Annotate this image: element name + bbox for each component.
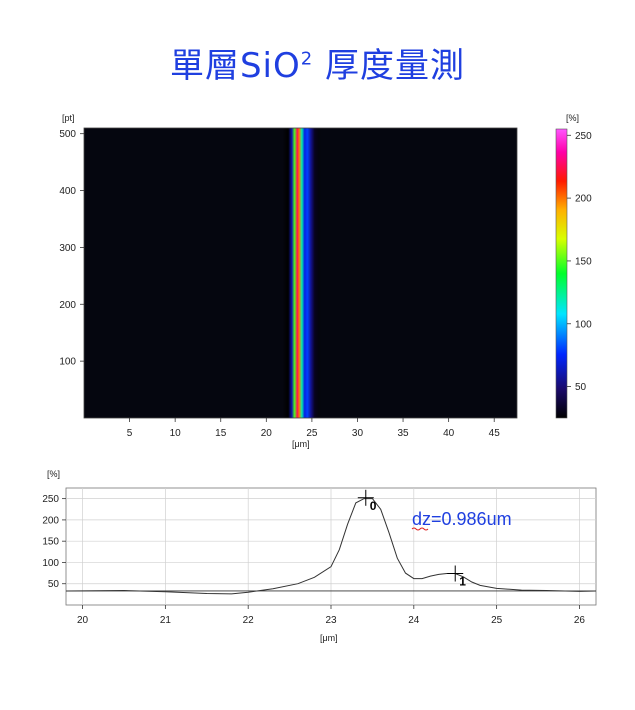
heatmap-x-tick-label: 25 (306, 428, 318, 439)
profile-markers: 01 (357, 489, 466, 589)
profile-x-unit: [μm] (320, 633, 338, 643)
profile-x-tick-label: 22 (243, 615, 255, 626)
profile-y-tick-label: 200 (42, 515, 59, 526)
heatmap-y-tick-label: 100 (59, 357, 76, 368)
profile-series-line (65, 498, 597, 595)
profile-x-tick-label: 23 (325, 615, 337, 626)
heatmap-x-tick-label: 30 (352, 428, 364, 439)
profile-y-tick-label: 150 (42, 537, 59, 548)
profile-x-tick-label: 21 (160, 615, 172, 626)
profile-y-tick-label: 50 (48, 579, 60, 590)
heatmap-x-tick-label: 10 (170, 428, 182, 439)
profile-x-tick-label: 26 (574, 615, 586, 626)
heatmap-band (84, 128, 517, 418)
profile-x-tick-label: 20 (77, 615, 89, 626)
profile-marker-label: 0 (370, 499, 377, 513)
heatmap-x-tick-label: 40 (443, 428, 455, 439)
heatmap-y-tick-label: 400 (59, 186, 76, 197)
heatmap-y-unit: [pt] (62, 113, 75, 123)
title-main: 單層SiO (169, 46, 301, 86)
heatmap-y-tick-label: 500 (59, 129, 76, 140)
heatmap-chart: [pt] [μm] 5 10 15 20 25 30 35 40 45 100 200 300 400… (59, 113, 518, 449)
heatmap-x-tick-label: 20 (261, 428, 273, 439)
annotation-spellcheck-underline (411, 527, 429, 531)
heatmap-y-ticks: 100 200 300 400 500 (59, 129, 84, 368)
colorbar-tick-label: 200 (575, 194, 592, 205)
profile-y-tick-label: 100 (42, 558, 59, 569)
colorbar-unit: [%] (566, 113, 579, 123)
page-title: 單層SiO2 厚度量測 (0, 38, 635, 87)
heatmap-x-tick-label: 45 (489, 428, 501, 439)
profile-x-tick-label: 25 (491, 615, 503, 626)
profile-grid (66, 488, 596, 605)
heatmap-y-tick-label: 300 (59, 243, 76, 254)
title-sup: 2 (300, 48, 314, 70)
profile-x-tick-label: 24 (408, 615, 420, 626)
profile-y-ticks: 50 100 150 200 250 (42, 494, 66, 590)
colorbar-gradient (555, 128, 568, 419)
heatmap-y-tick-label: 200 (59, 300, 76, 311)
thickness-annotation: dz=0.986um (412, 509, 512, 529)
heatmap-x-tick-label: 35 (397, 428, 409, 439)
colorbar-tick-label: 250 (575, 131, 592, 142)
heatmap-frame (83, 127, 518, 419)
heatmap-x-tick-label: 5 (127, 428, 133, 439)
heatmap-x-unit: [μm] (292, 439, 310, 449)
title-tail: 厚度量測 (313, 46, 466, 86)
colorbar-tick-label: 150 (575, 256, 592, 267)
profile-y-tick-label: 250 (42, 494, 59, 505)
colorbar-ticks: 50 100 150 200 250 (567, 131, 592, 393)
heatmap-x-ticks: 5 10 15 20 25 30 35 40 45 (127, 418, 500, 439)
profile-marker-label: 1 (459, 575, 466, 589)
profile-chart: 01 [%] [μm] 20 21 22 23 24 25 26 5010015020025… (42, 469, 597, 643)
colorbar: [%] 50 100 150 200 250 (555, 113, 592, 419)
colorbar-tick-label: 100 (575, 319, 592, 330)
profile-x-ticks: 20 21 22 23 24 25 26 (77, 605, 585, 626)
heatmap-x-tick-label: 15 (215, 428, 227, 439)
profile-y-unit: [%] (47, 469, 60, 479)
colorbar-tick-label: 50 (575, 382, 587, 393)
